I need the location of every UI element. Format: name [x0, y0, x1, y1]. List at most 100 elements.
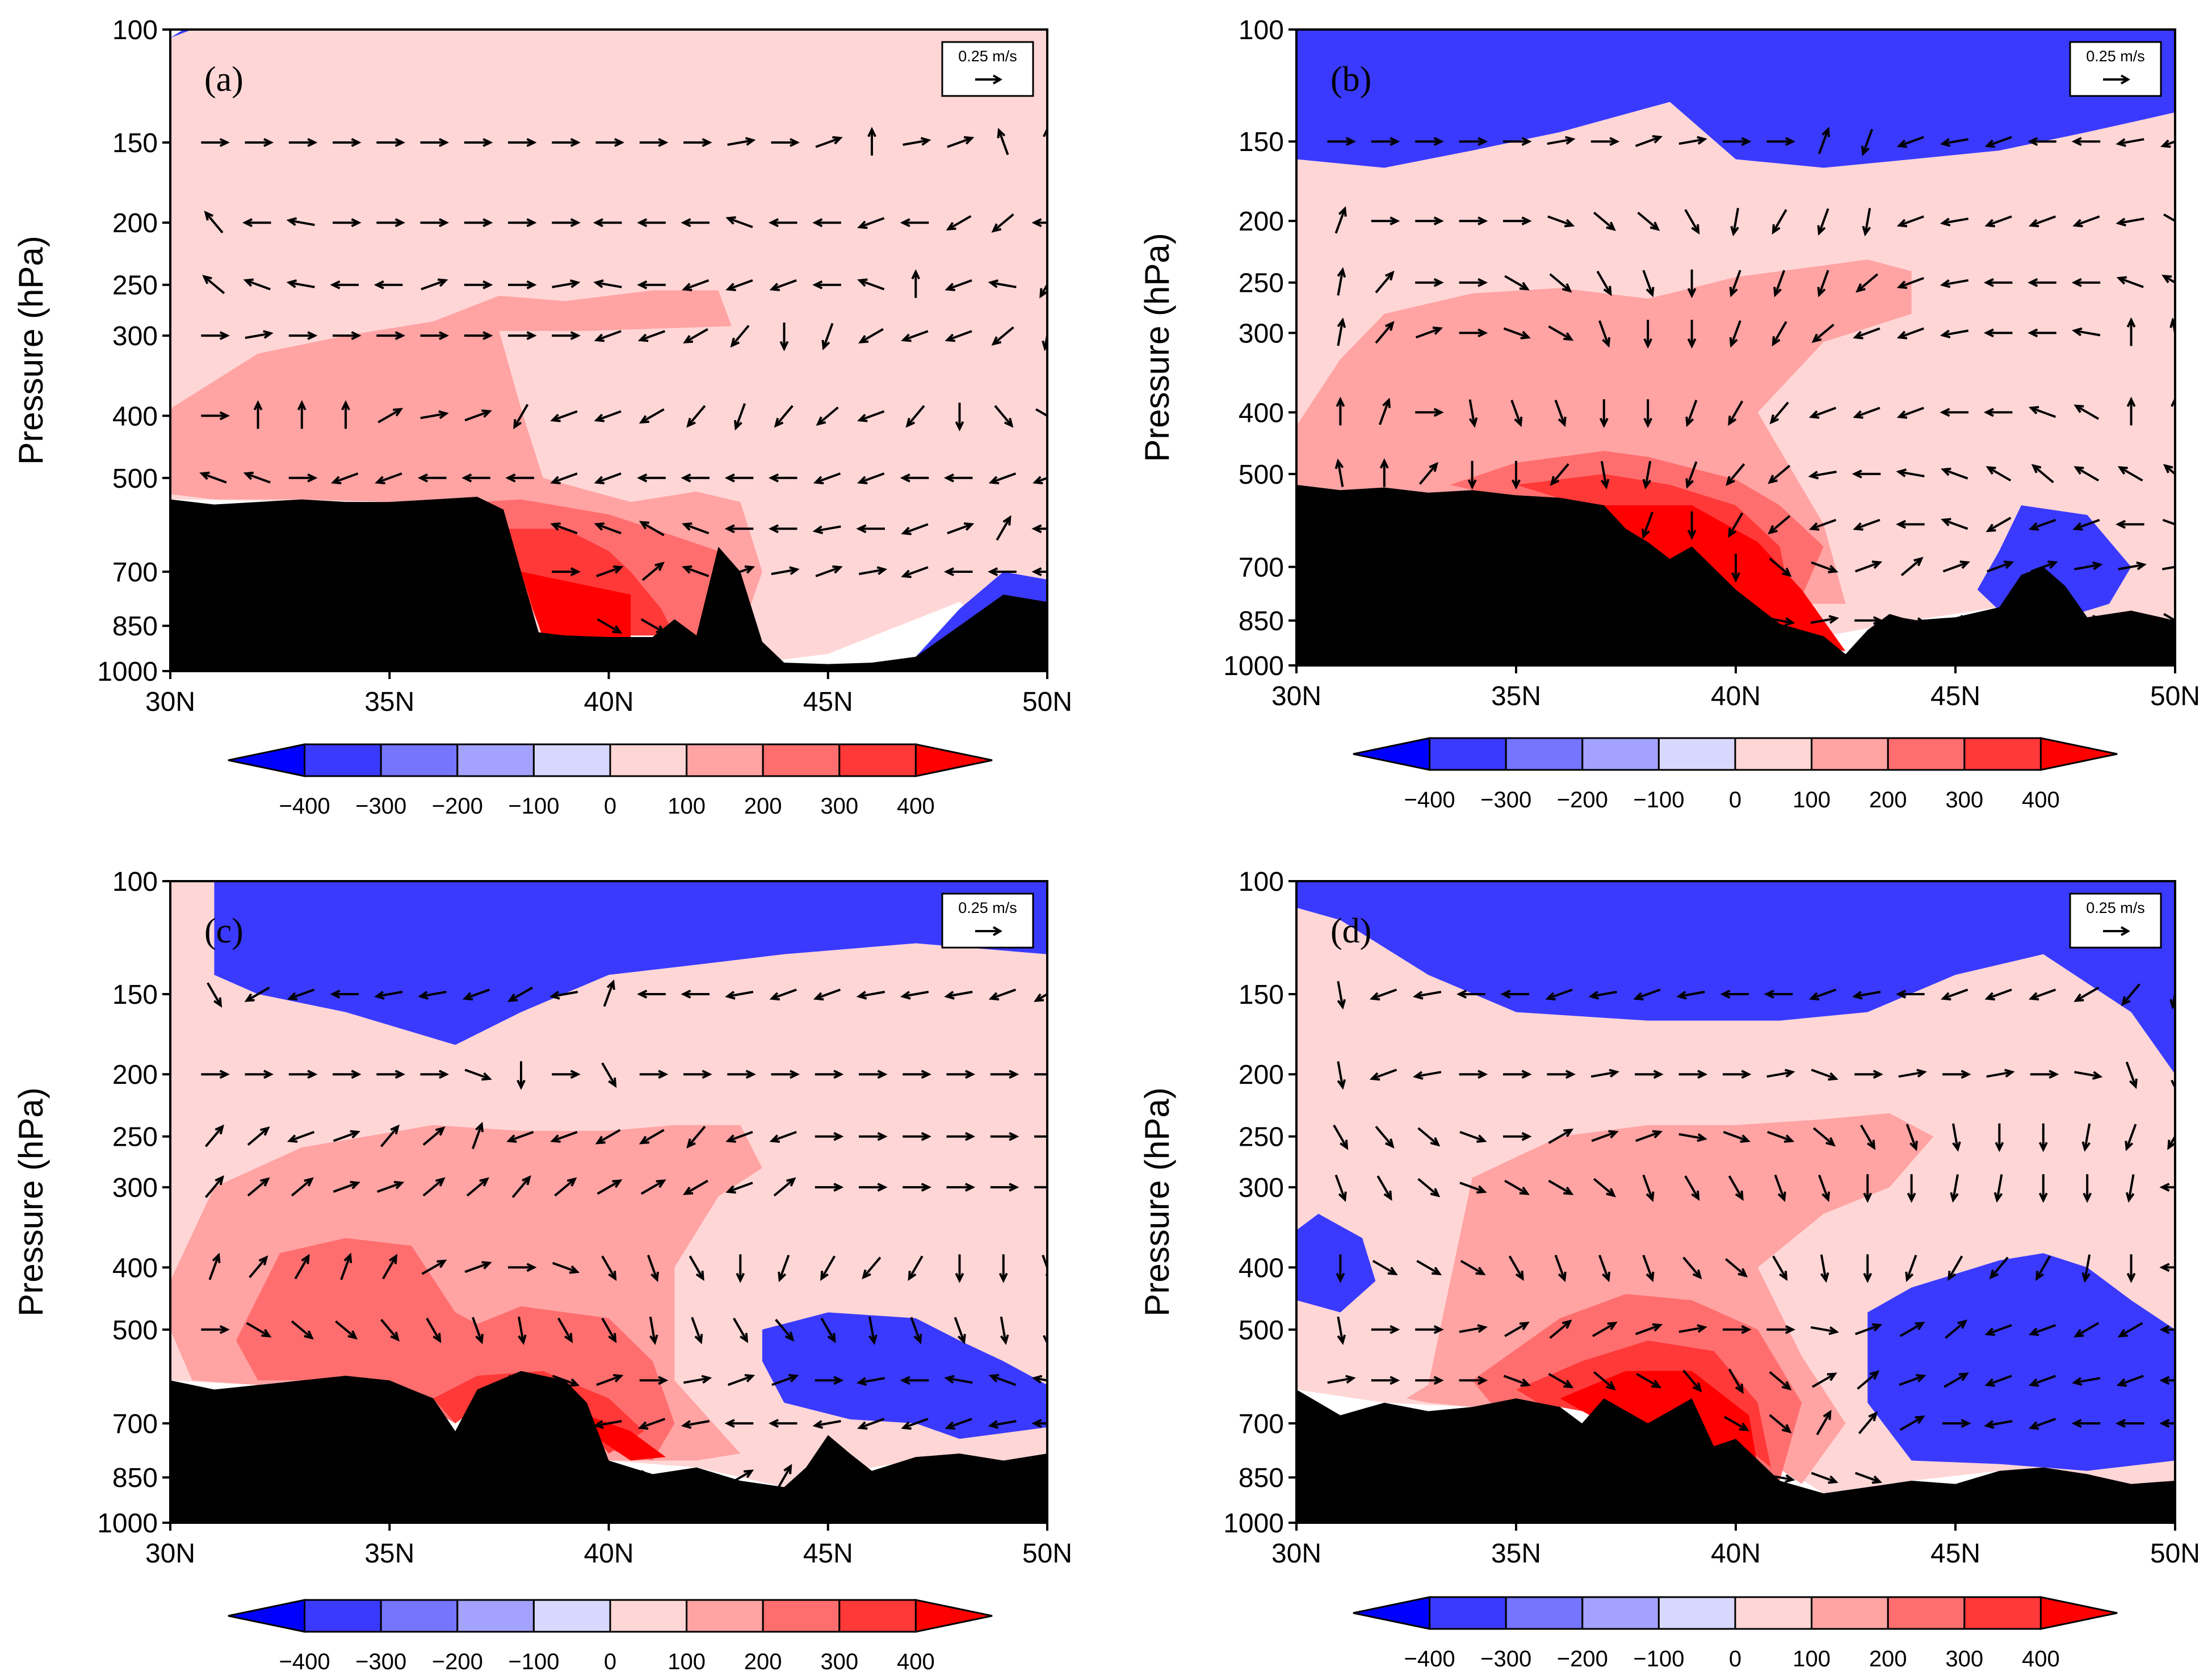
- wind-vector: [1940, 408, 1968, 417]
- wind-vector: [596, 565, 624, 577]
- wind-vector: [640, 1179, 666, 1195]
- wind-vector: [1417, 1127, 1441, 1147]
- y-tick-label: 500: [112, 1315, 158, 1346]
- wind-vector: [868, 1316, 878, 1346]
- wind-vector: [1808, 518, 1837, 531]
- wind-vector: [734, 403, 746, 431]
- colorbar-box: [686, 743, 764, 777]
- wind-vector: [1412, 991, 1442, 1000]
- wind-vector: [380, 1318, 400, 1342]
- wind-vector: [2074, 404, 2100, 420]
- wind-vector: [639, 1070, 669, 1079]
- wind-vector: [1984, 988, 2012, 1001]
- wind-vector: [639, 1376, 669, 1385]
- wind-vector: [1593, 1178, 1616, 1197]
- wind-vector: [1942, 1419, 1971, 1428]
- y-tick-label: 250: [112, 1122, 158, 1153]
- wind-vector: [1854, 616, 1883, 625]
- wind-vector: [2159, 1325, 2175, 1334]
- wind-vector: [1900, 556, 1924, 576]
- colorbar-label: −100: [1633, 1647, 1684, 1671]
- wind-vector: [816, 406, 839, 426]
- y-tick-label: 300: [1239, 1173, 1284, 1203]
- wind-vector: [333, 1070, 362, 1079]
- wind-vector: [1684, 209, 1700, 235]
- wind-vector: [637, 280, 666, 290]
- wind-vector: [1685, 400, 1698, 428]
- shaded-region-0: [214, 881, 1047, 1045]
- y-tick-label: 200: [112, 1060, 158, 1090]
- wind-vector: [1899, 1321, 1925, 1338]
- wind-vector: [1987, 560, 2014, 573]
- wind-vector: [550, 472, 578, 485]
- wind-vector: [472, 1317, 484, 1344]
- wind-vector: [2167, 1134, 2175, 1150]
- wind-vector: [637, 218, 666, 228]
- wind-vector: [990, 1070, 1019, 1079]
- wind-vector: [2074, 1071, 2103, 1080]
- wind-vector: [1379, 397, 1391, 425]
- wind-vector: [812, 1420, 841, 1429]
- colorbar-box: [1581, 737, 1660, 771]
- wind-vector: [1034, 1186, 1047, 1189]
- wind-vector: [1947, 1255, 1963, 1281]
- wind-vector: [1034, 1073, 1047, 1076]
- y-tick-label: 300: [1239, 319, 1284, 349]
- wind-vector: [464, 218, 493, 228]
- wind-vector: [1418, 462, 1438, 485]
- wind-vector: [2071, 278, 2101, 287]
- wind-vector: [199, 471, 227, 484]
- wind-vector: [2071, 1377, 2101, 1386]
- wind-vector: [1415, 1325, 1444, 1334]
- wind-vector: [683, 138, 712, 147]
- wind-vector: [1635, 1070, 1664, 1079]
- wind-vector: [691, 1317, 703, 1344]
- colorbar-label: −200: [1557, 787, 1608, 812]
- wind-vector: [1899, 1415, 1925, 1431]
- wind-vector: [2031, 464, 2054, 484]
- shaded-region-0: [1296, 30, 2175, 168]
- wind-vector: [1940, 329, 1969, 339]
- shaded-region-3: [1867, 1253, 2175, 1471]
- wind-vector: [2028, 1418, 2056, 1430]
- wind-vector: [778, 1255, 790, 1283]
- wind-vector: [2116, 276, 2144, 288]
- wind-vector: [988, 279, 1017, 288]
- wind-vector: [422, 1177, 446, 1197]
- wind-vector: [2028, 1375, 2056, 1387]
- wind-vector: [2074, 1322, 2100, 1338]
- wind-vector: [1899, 1374, 1926, 1386]
- wind-vector: [681, 1420, 710, 1429]
- wind-vector: [637, 1418, 666, 1430]
- wind-vector: [774, 405, 794, 428]
- wind-vector: [736, 1254, 745, 1283]
- wind-vector: [1852, 469, 1881, 479]
- wind-vector: [253, 400, 263, 429]
- y-tick-label: 200: [1239, 207, 1284, 237]
- wind-vector: [1907, 1174, 1916, 1203]
- wind-vector: [1415, 1376, 1444, 1385]
- wind-vector: [1731, 554, 1740, 583]
- wind-vector: [815, 1376, 844, 1385]
- wind-vector: [1337, 1316, 1346, 1346]
- reference-vector-label: 0.25 m/s: [2086, 899, 2145, 916]
- wind-vector: [903, 1183, 931, 1192]
- wind-vector: [1633, 988, 1661, 1001]
- wind-vector: [901, 1418, 929, 1430]
- wind-vector: [2072, 215, 2100, 228]
- wind-vector: [946, 215, 972, 231]
- wind-vector: [340, 1252, 352, 1280]
- wind-vector: [1810, 615, 1840, 624]
- wind-vector: [287, 1130, 315, 1143]
- wind-vector: [1590, 1069, 1620, 1078]
- wind-vector: [507, 986, 533, 1002]
- wind-vector: [771, 566, 800, 575]
- wind-vector: [682, 522, 710, 535]
- colorbar-max-triangle: [914, 743, 993, 777]
- wind-vector: [2162, 518, 2175, 526]
- wind-vector: [294, 1254, 310, 1280]
- wind-vector: [2038, 1174, 2048, 1203]
- wind-vector: [998, 1254, 1008, 1283]
- wind-vector: [776, 1464, 792, 1490]
- wind-vector: [288, 473, 318, 483]
